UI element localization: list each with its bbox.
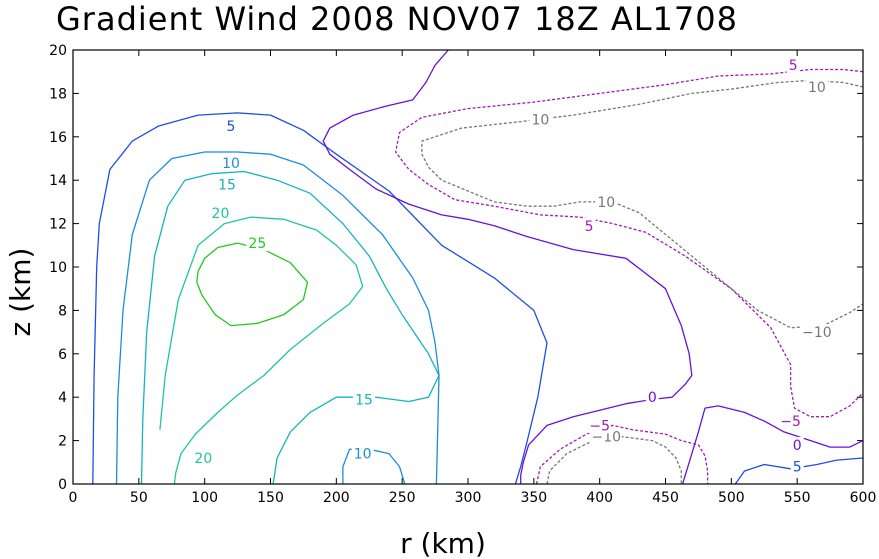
x-tick-label: 600 xyxy=(850,490,877,506)
contour-label-bg xyxy=(588,417,611,434)
x-tick-label: 100 xyxy=(191,490,218,506)
contour-label-bg xyxy=(595,193,618,210)
y-tick-label: 12 xyxy=(49,217,67,233)
contour-label: 20 xyxy=(212,206,230,222)
contour-line-10 xyxy=(115,151,440,485)
contour-label: −10 xyxy=(802,325,832,341)
y-tick-label: 2 xyxy=(58,434,67,450)
contour-label: −5 xyxy=(780,414,801,430)
y-axis-label: z (km) xyxy=(4,248,37,337)
contour-label-bg xyxy=(786,57,800,74)
x-tick-label: 400 xyxy=(586,490,613,506)
y-tick-label: 20 xyxy=(49,43,67,59)
contour-label-bg xyxy=(645,389,659,406)
y-tick-label: 10 xyxy=(49,260,67,276)
contour-line-0 xyxy=(322,49,693,484)
y-tick-label: 18 xyxy=(49,86,67,102)
contour-label: 15 xyxy=(355,392,373,408)
contour-label: 10 xyxy=(808,80,826,96)
contour-label: 10 xyxy=(597,195,615,211)
contour-label-bg xyxy=(790,436,804,453)
contour-label-bg xyxy=(220,154,242,171)
contour-line-neg5 xyxy=(394,68,864,418)
y-tick-label: 4 xyxy=(58,390,67,406)
y-axis-ticks: 0 2 4 6 8 10 12 14 16 18 20 xyxy=(49,43,863,493)
contour-label-bg xyxy=(779,413,802,430)
x-tick-label: 50 xyxy=(130,490,148,506)
y-tick-label: 16 xyxy=(49,130,67,146)
contour-line-20 xyxy=(159,216,364,485)
x-tick-label: 350 xyxy=(520,490,547,506)
contour-label-bg xyxy=(209,204,232,221)
contour-line-5 xyxy=(92,112,548,485)
contour-line-25 xyxy=(196,242,309,327)
contour-label-bg xyxy=(246,235,269,252)
contour-line-0 xyxy=(681,405,864,485)
x-tick-label: 550 xyxy=(784,490,811,506)
contour-line-neg10 xyxy=(546,435,682,485)
contour-line-15 xyxy=(140,170,440,485)
contour-label: 5 xyxy=(793,460,802,476)
x-tick-label: 150 xyxy=(257,490,284,506)
chart-title: Gradient Wind 2008 NOV07 18Z AL1708 xyxy=(56,0,738,38)
contour-label-bg xyxy=(224,117,238,134)
y-tick-label: 6 xyxy=(58,347,67,363)
contour-label-bg xyxy=(805,78,828,95)
x-tick-label: 500 xyxy=(718,490,745,506)
contour-label-bg xyxy=(351,445,374,462)
contour-label: 5 xyxy=(789,58,798,74)
contour-label-bg xyxy=(582,217,596,234)
x-tick-label: 300 xyxy=(455,490,482,506)
contour-label: 10 xyxy=(222,156,240,172)
contour-label-bg xyxy=(352,391,375,408)
y-tick-label: 14 xyxy=(49,173,67,189)
contour-label-bg xyxy=(216,176,239,193)
contour-label: 15 xyxy=(218,178,236,194)
contour-label-bg xyxy=(801,324,833,341)
contour-line-neg5 xyxy=(535,424,709,485)
contour-label-bg xyxy=(192,449,215,466)
x-axis-ticks: 0 50 100 150 200 250 300 350 400 450 500 550 600 xyxy=(69,50,877,506)
contour-label: 5 xyxy=(585,219,594,235)
plot-frame xyxy=(72,49,864,485)
contour-label: −5 xyxy=(589,418,610,434)
contour-label: 0 xyxy=(793,438,802,454)
contour-label: 25 xyxy=(248,236,266,252)
contour-lines xyxy=(92,49,864,485)
contour-label: 0 xyxy=(648,390,657,406)
x-tick-label: 450 xyxy=(652,490,679,506)
contour-label-bg xyxy=(529,111,552,128)
contour-line-neg10 xyxy=(421,79,864,329)
y-tick-label: 8 xyxy=(58,303,67,319)
y-tick-label: 0 xyxy=(58,477,67,493)
contour-line-5 xyxy=(734,457,864,485)
x-tick-label: 250 xyxy=(389,490,416,506)
x-tick-label: 200 xyxy=(323,490,350,506)
contour-label: 5 xyxy=(227,119,236,135)
contour-label: 10 xyxy=(354,447,372,463)
x-tick-label: 0 xyxy=(69,490,78,506)
contour-label: 20 xyxy=(194,451,212,467)
contour-label: 10 xyxy=(532,112,550,128)
contour-label-bg xyxy=(790,458,804,475)
x-axis-label: r (km) xyxy=(400,527,486,559)
